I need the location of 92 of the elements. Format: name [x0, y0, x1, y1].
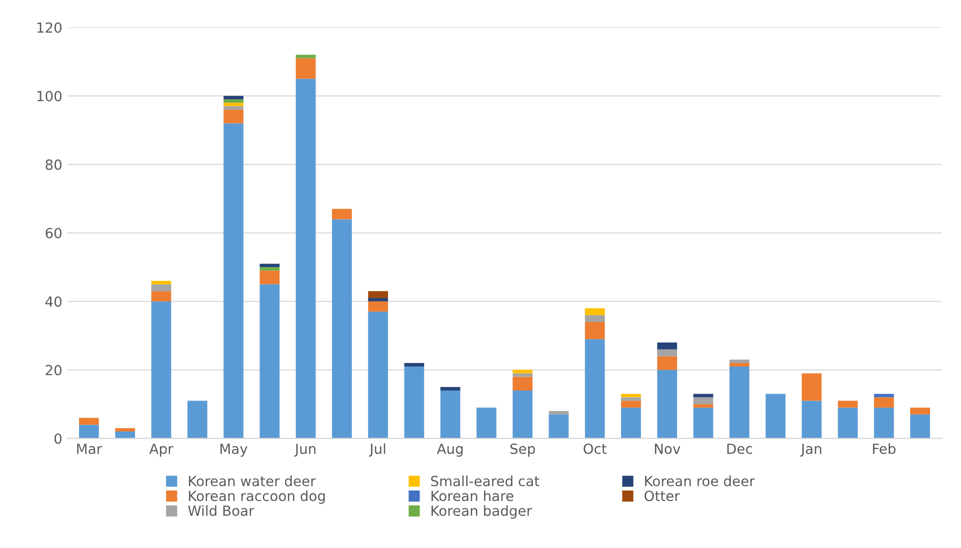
bar: [332, 219, 352, 438]
y-tick-label: 120: [37, 22, 62, 33]
bar: [440, 390, 460, 438]
bar: [693, 404, 714, 408]
bar: [766, 394, 786, 438]
bar: [151, 284, 172, 292]
legend-label: Korean raccoon dog: [188, 490, 325, 504]
bar: [802, 400, 822, 438]
bar: [621, 394, 641, 398]
bar: [874, 408, 894, 438]
bar: [512, 376, 533, 390]
bar: [584, 315, 605, 322]
legend-label: Korean hare: [432, 490, 514, 502]
legend-label: Korean water deer: [188, 476, 316, 486]
bar: [151, 301, 172, 438]
x-tick-label: Sep: [510, 444, 535, 457]
bar: [404, 366, 424, 438]
bar: [332, 208, 352, 220]
bar: [729, 363, 750, 366]
bar: [657, 370, 678, 438]
bar: [224, 96, 244, 100]
y-tick-label: 100: [37, 90, 62, 102]
bar: [151, 291, 172, 302]
bar: [115, 432, 136, 438]
bar: [693, 408, 714, 438]
bar: [440, 387, 460, 390]
bar: [910, 408, 930, 414]
bar: [224, 106, 244, 110]
x-tick-label: Apr: [149, 444, 174, 457]
x-tick-label: Nov: [654, 444, 680, 454]
y-tick-label: 80: [46, 159, 62, 170]
bar: [260, 264, 280, 268]
x-tick-label: Jan: [800, 444, 822, 457]
legend-label: Korean roe deer: [645, 476, 755, 486]
bar: [404, 363, 424, 366]
bar: [296, 58, 316, 79]
bar: [584, 308, 605, 316]
bar: [296, 78, 316, 438]
x-tick-label: Jul: [368, 443, 386, 457]
bar: [115, 428, 136, 432]
bar: [512, 390, 533, 438]
bar: [693, 397, 714, 404]
bar: [260, 284, 280, 438]
bar: [621, 400, 641, 408]
bar: [79, 418, 99, 425]
bar: [621, 408, 641, 438]
bar: [368, 312, 388, 438]
bar: [584, 339, 605, 438]
bar: [802, 373, 822, 401]
y-tick-label: 0: [54, 433, 62, 444]
bar: [874, 397, 894, 408]
legend-label: Small-eared cat: [431, 476, 540, 486]
x-tick-label: Jun: [294, 444, 316, 457]
bar: [368, 291, 388, 298]
bar: [476, 408, 496, 438]
y-tick-label: 40: [45, 296, 62, 307]
y-tick-label: 60: [46, 228, 62, 238]
bar: [657, 342, 678, 350]
x-tick-label: Dec: [727, 444, 752, 454]
bar: [260, 267, 280, 271]
bar: [224, 123, 244, 438]
bar: [79, 424, 99, 438]
bar: [548, 411, 569, 414]
bar: [838, 408, 858, 438]
x-tick-label: May: [220, 444, 248, 457]
bar: [584, 322, 605, 340]
x-tick-label: Aug: [436, 444, 463, 457]
bar: [548, 414, 569, 438]
x-tick-label: Feb: [873, 443, 896, 454]
bar: [729, 366, 750, 438]
bar: [368, 298, 388, 302]
bar: [838, 400, 858, 408]
legend-label: Otter: [644, 490, 680, 502]
x-tick-label: Mar: [77, 444, 102, 454]
bar: [224, 110, 244, 124]
bar: [151, 280, 172, 284]
bar: [368, 301, 388, 312]
bar: [910, 414, 930, 438]
bar: [260, 270, 280, 284]
bar: [729, 360, 750, 364]
legend-label: Wild Boar: [188, 505, 254, 516]
bar: [657, 349, 678, 356]
bar: [874, 394, 894, 398]
legend-label: Korean badger: [432, 505, 532, 519]
bar: [693, 394, 714, 398]
x-tick-label: Oct: [584, 444, 607, 454]
bar: [512, 370, 533, 374]
bar: [657, 356, 678, 370]
y-tick-label: 20: [46, 364, 62, 376]
bar: [187, 400, 208, 438]
bar: [224, 99, 244, 103]
bar: [512, 373, 533, 377]
